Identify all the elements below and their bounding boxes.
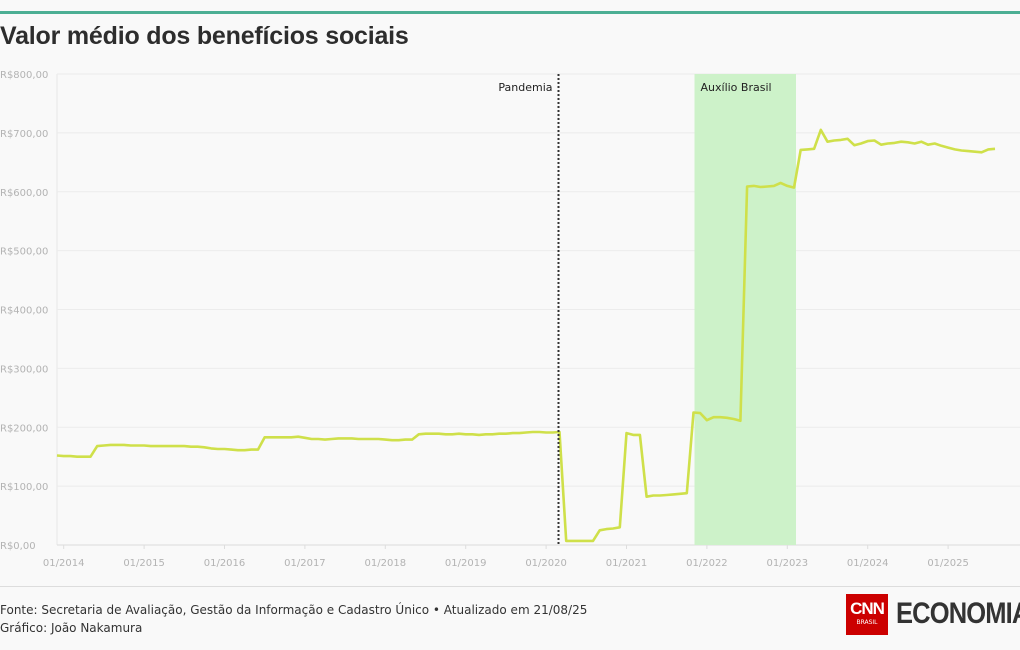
y-tick-label: R$200,00 bbox=[0, 423, 48, 434]
y-tick-label: R$500,00 bbox=[0, 247, 48, 258]
footer-text: Fonte: Secretaria de Avaliação, Gestão d… bbox=[0, 601, 587, 637]
y-tick-label: R$800,00 bbox=[0, 70, 48, 81]
x-tick-label: 01/2023 bbox=[767, 558, 809, 569]
vline-label: Pandemia bbox=[498, 81, 552, 94]
credit-note: Gráfico: João Nakamura bbox=[0, 621, 143, 635]
economia-logo-text: ECONOMIA bbox=[896, 597, 1020, 630]
y-tick-label: R$0,00 bbox=[0, 541, 36, 552]
y-tick-label: R$700,00 bbox=[0, 129, 48, 140]
source-note: Fonte: Secretaria de Avaliação, Gestão d… bbox=[0, 603, 588, 617]
footer-divider bbox=[0, 586, 1020, 587]
x-tick-label: 01/2022 bbox=[686, 558, 728, 569]
y-tick-label: R$400,00 bbox=[0, 306, 48, 317]
band-label: Auxílio Brasil bbox=[701, 81, 772, 94]
x-tick-label: 01/2016 bbox=[204, 558, 246, 569]
x-tick-label: 01/2020 bbox=[525, 558, 567, 569]
x-tick-label: 01/2021 bbox=[606, 558, 648, 569]
y-tick-label: R$300,00 bbox=[0, 364, 48, 375]
x-tick-label: 01/2019 bbox=[445, 558, 487, 569]
x-tick-label: 01/2018 bbox=[365, 558, 407, 569]
line-chart: R$0,00 R$100,00 R$200,00 R$300,00 R$400,00 R$… bbox=[0, 70, 1020, 569]
cnn-logo-subtext: BRASIL bbox=[856, 619, 878, 626]
chart-title: Valor médio dos benefícios sociais bbox=[0, 22, 409, 50]
cnn-logo-text: CNN bbox=[850, 599, 885, 618]
cnn-economia-logo: CNN BRASIL ECONOMIA bbox=[846, 594, 1020, 636]
x-tick-label: 01/2024 bbox=[847, 558, 889, 569]
y-tick-label: R$600,00 bbox=[0, 188, 48, 199]
x-tick-label: 01/2014 bbox=[43, 558, 85, 569]
x-tick-label: 01/2025 bbox=[927, 558, 969, 569]
top-accent-bar bbox=[0, 11, 1020, 14]
y-tick-label: R$100,00 bbox=[0, 482, 48, 493]
cnn-brasil-logo: CNN BRASIL bbox=[846, 594, 888, 635]
auxilio-brasil-band bbox=[694, 74, 796, 545]
x-tick-label: 01/2017 bbox=[284, 558, 326, 569]
x-tick-label: 01/2015 bbox=[123, 558, 165, 569]
